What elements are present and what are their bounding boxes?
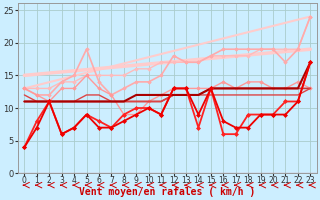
X-axis label: Vent moyen/en rafales ( km/h ): Vent moyen/en rafales ( km/h ) xyxy=(79,187,255,197)
